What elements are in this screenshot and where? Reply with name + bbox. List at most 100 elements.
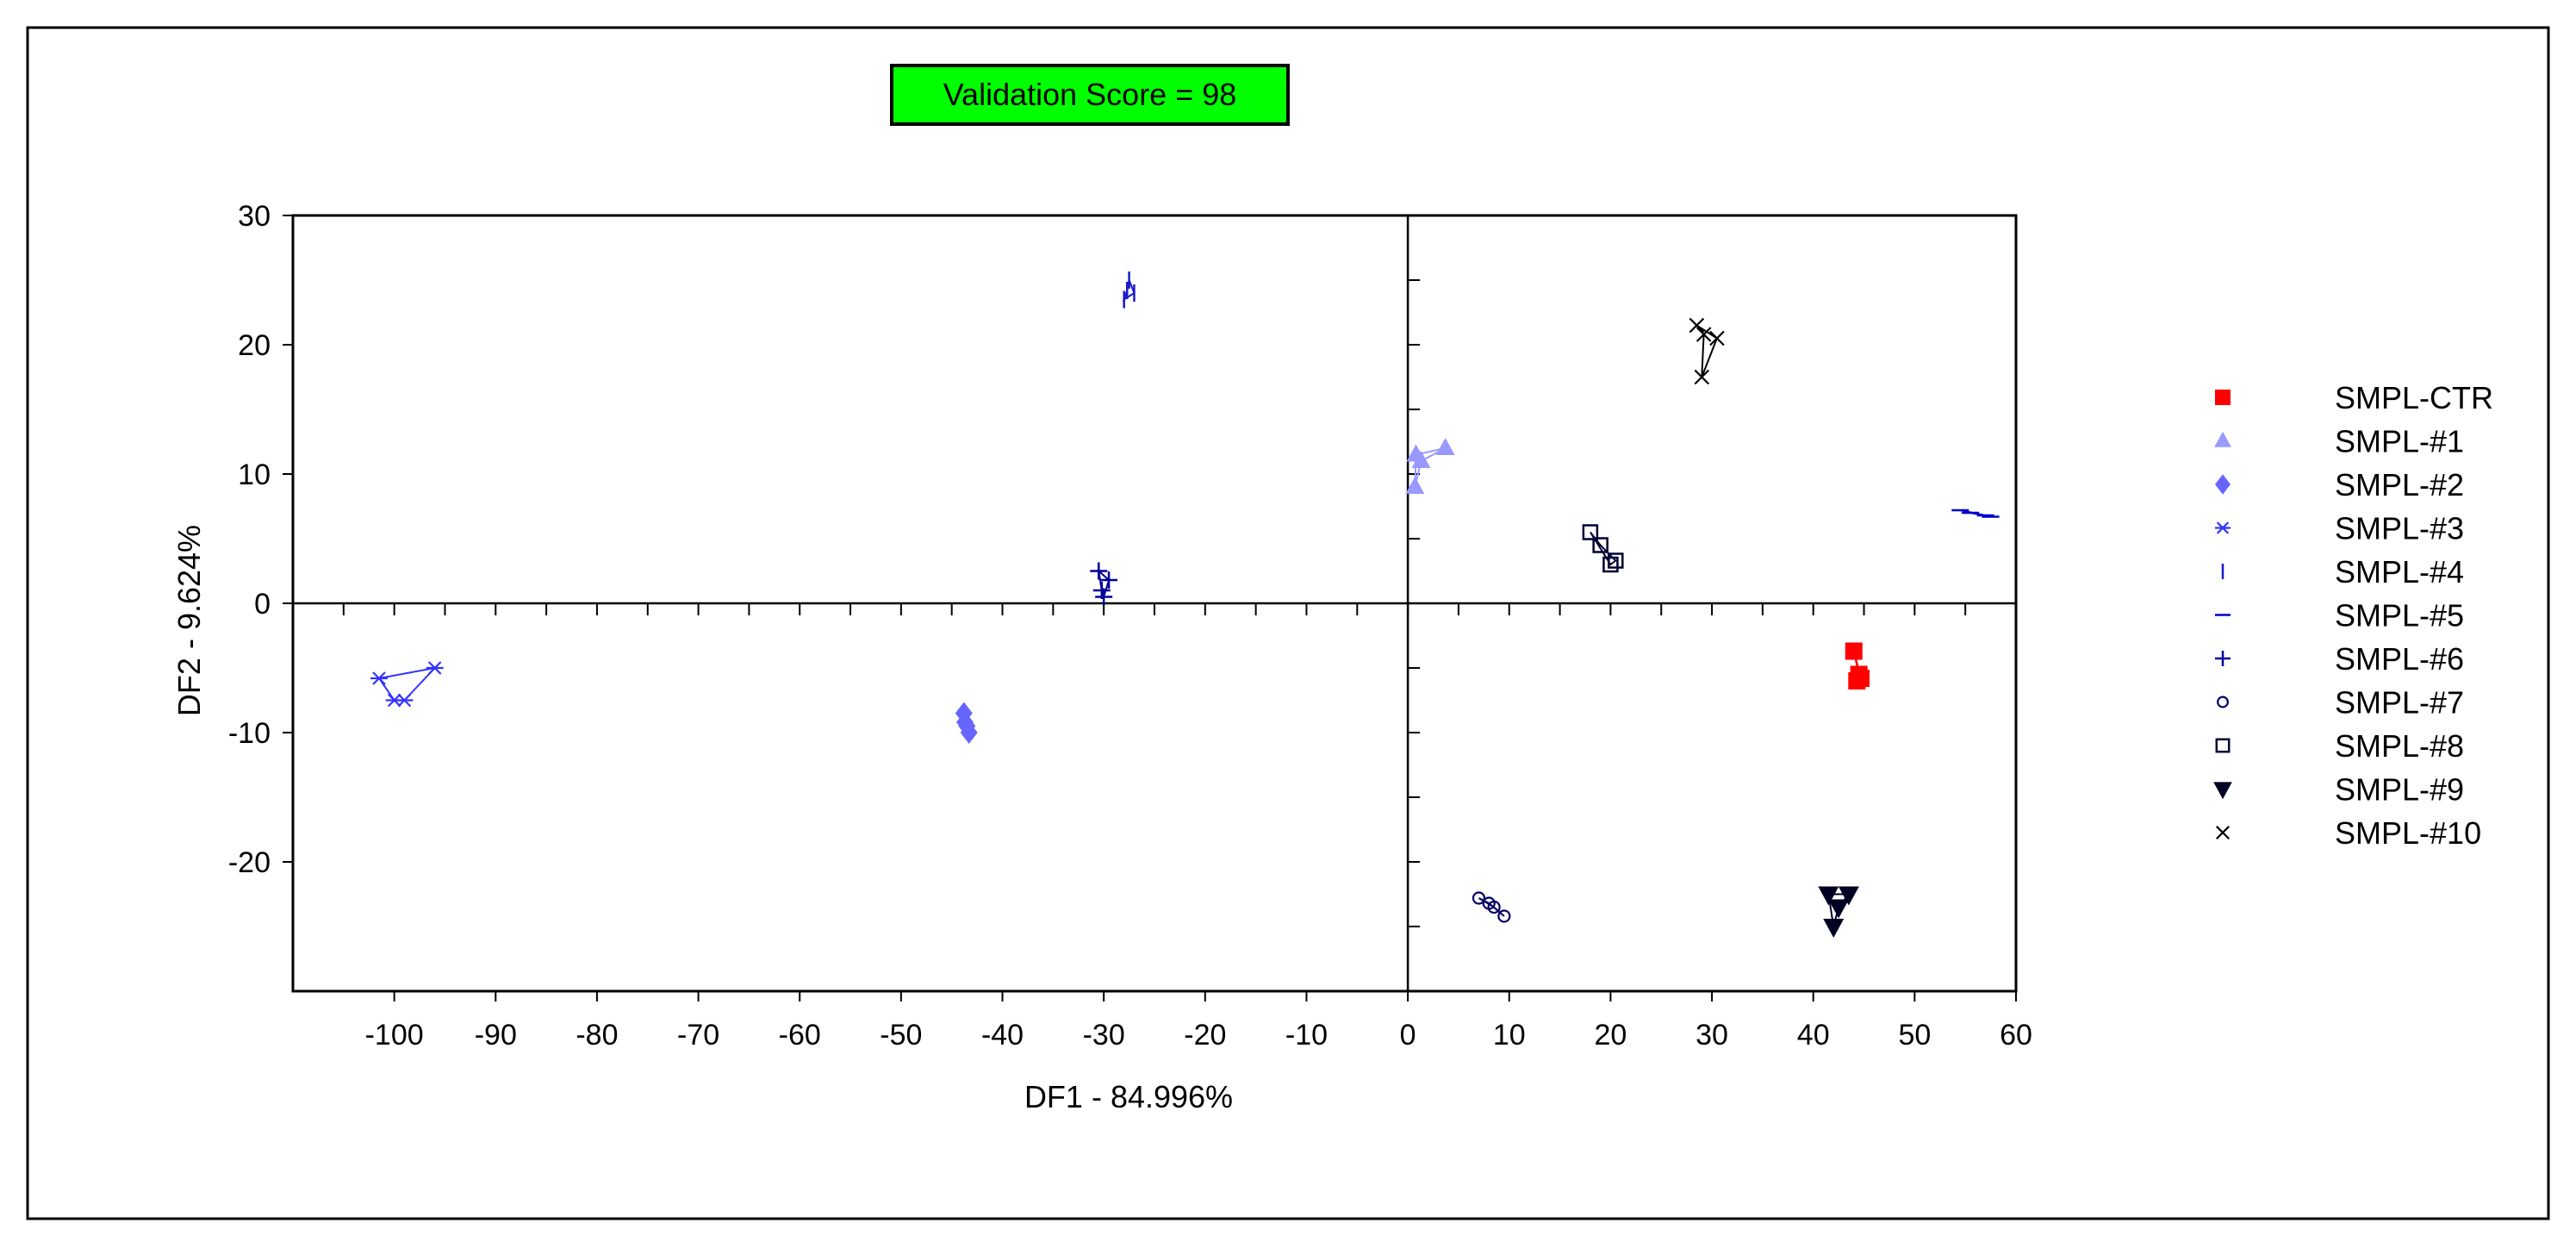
- legend-item: SMPL-#7: [2217, 685, 2464, 721]
- x-tick-label: -40: [981, 1019, 1024, 1051]
- data-point: [385, 693, 403, 708]
- legend-item: SMPL-#8: [2215, 728, 2464, 764]
- data-point: [1092, 582, 1111, 599]
- data-point: [1405, 477, 1425, 494]
- validation-score-box: Validation Score = 98: [890, 64, 1290, 126]
- data-point: [1090, 562, 1108, 580]
- legend-label: SMPL-CTR: [2335, 380, 2493, 415]
- validation-score-text: Validation Score = 98: [943, 77, 1237, 112]
- y-tick-label: 0: [254, 588, 271, 621]
- legend-marker: [2214, 431, 2231, 447]
- legend-marker: [2215, 738, 2231, 753]
- x-tick-label: -70: [677, 1019, 719, 1051]
- data-point: [1823, 919, 1845, 938]
- data-point: [1406, 444, 1426, 462]
- axes: -100 -90 -80 -70 -60 -50 -40 -30 -20 -10 0 10 20 30 40…: [171, 200, 2032, 1114]
- legend-item: SMPL-#9: [2213, 772, 2464, 808]
- legend: SMPL-CTR SMPL-#1 SMPL-#2 SMPL-#3 SMPL-#4 SMPL…: [2213, 380, 2493, 851]
- validation-score-background: [890, 64, 1290, 126]
- y-tick-label: 20: [238, 329, 271, 362]
- series-smpl-1: [1405, 438, 1455, 494]
- legend-item: SMPL-CTR: [2215, 380, 2493, 415]
- x-tick-label: 50: [1898, 1019, 1931, 1051]
- legend-marker: [2215, 390, 2231, 405]
- legend-item: SMPL-#1: [2214, 424, 2464, 459]
- series-smpl-7: [1472, 891, 1511, 923]
- series-smpl-8: [1582, 524, 1624, 573]
- x-tick-label: 40: [1797, 1019, 1830, 1051]
- legend-marker: [2217, 696, 2229, 708]
- x-tick-label: 10: [1493, 1019, 1526, 1051]
- legend-item: SMPL-#6: [2215, 641, 2464, 677]
- legend-marker: [2213, 782, 2232, 800]
- legend-label: SMPL-#6: [2335, 641, 2464, 677]
- data-point: [1852, 670, 1870, 687]
- data-point: [1592, 537, 1608, 553]
- x-tick-label: 0: [1400, 1019, 1416, 1051]
- data-point: [1845, 642, 1863, 660]
- data-point: [1602, 556, 1619, 573]
- data-point: [370, 671, 388, 685]
- legend-item: SMPL-#4: [2221, 554, 2464, 590]
- series-smpl-4: [1122, 271, 1136, 309]
- data-point: [1696, 327, 1712, 342]
- outer-frame: [26, 26, 2550, 1220]
- data-series: [370, 271, 2000, 938]
- legend-marker: [2215, 651, 2231, 666]
- y-tick-label: 30: [238, 200, 271, 233]
- series-connector: [1590, 531, 1617, 566]
- y-axis-label: DF2 - 9.624%: [171, 525, 207, 716]
- legend-label: SMPL-#8: [2335, 728, 2464, 764]
- legend-label: SMPL-#5: [2335, 598, 2464, 633]
- data-point: [1608, 552, 1624, 569]
- y-tick-label: -10: [228, 717, 271, 750]
- data-point: [1709, 330, 1725, 346]
- data-point: [426, 661, 444, 675]
- legend-label: SMPL-#9: [2335, 772, 2464, 808]
- data-point: [956, 711, 974, 733]
- series-smpl-3: [370, 661, 444, 708]
- legend-label: SMPL-#4: [2335, 554, 2464, 590]
- legend-label: SMPL-#1: [2335, 424, 2464, 459]
- series-smpl-10: [1689, 317, 1725, 385]
- data-point: [1435, 438, 1455, 455]
- legend-marker: [2216, 826, 2230, 839]
- x-tick-label: -10: [1285, 1019, 1328, 1051]
- data-point: [1100, 571, 1118, 589]
- x-tick-label: -90: [475, 1019, 517, 1051]
- data-point: [1482, 896, 1496, 910]
- x-tick-label: -30: [1083, 1019, 1125, 1051]
- legend-label: SMPL-#2: [2335, 467, 2464, 502]
- series-smpl-6: [1090, 562, 1118, 606]
- data-point: [1838, 886, 1859, 906]
- x-tick-label: -100: [365, 1019, 424, 1051]
- data-point: [1818, 886, 1839, 906]
- x-tick-label: 60: [2000, 1019, 2032, 1051]
- data-point: [1582, 524, 1599, 540]
- data-point: [1689, 317, 1705, 334]
- x-tick-label: -50: [880, 1019, 922, 1051]
- legend-item: SMPL-#3: [2215, 511, 2464, 546]
- series-smpl-ctr: [1845, 642, 1870, 690]
- data-point: [1694, 369, 1710, 385]
- x-tick-label: -80: [576, 1019, 618, 1051]
- x-tick-label: -60: [779, 1019, 821, 1051]
- x-axis-label: DF1 - 84.996%: [1024, 1079, 1233, 1114]
- series-smpl-5: [1951, 509, 2000, 518]
- legend-label: SMPL-#3: [2335, 511, 2464, 546]
- series-smpl-2: [955, 702, 978, 744]
- x-tick-label: 20: [1594, 1019, 1627, 1051]
- data-point: [1497, 909, 1511, 923]
- legend-marker: [2215, 521, 2231, 534]
- data-point: [1472, 891, 1486, 905]
- legend-marker: [2215, 474, 2231, 495]
- legend-label: SMPL-#10: [2335, 815, 2481, 851]
- y-tick-label: 10: [238, 459, 271, 491]
- x-tick-label: 30: [1696, 1019, 1728, 1051]
- series-smpl-9: [1818, 886, 1859, 938]
- x-tick-label: -20: [1184, 1019, 1226, 1051]
- y-tick-label: -20: [228, 846, 271, 879]
- legend-label: SMPL-#7: [2335, 685, 2464, 721]
